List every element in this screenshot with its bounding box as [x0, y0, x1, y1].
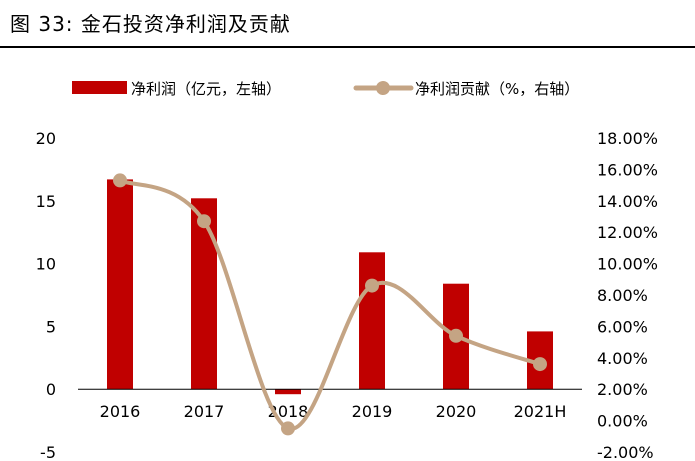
bar-2019 [359, 252, 385, 390]
left-tick-label: 20 [36, 129, 56, 148]
right-tick-label: -2.00% [597, 443, 654, 461]
category-label: 2017 [184, 402, 225, 421]
line-point-2019 [365, 278, 379, 293]
category-label: 2021H [514, 402, 567, 421]
legend: 净利润（亿元，左轴） 净利润贡献（%，右轴） [72, 80, 579, 98]
left-tick-label: 15 [36, 192, 56, 211]
bar-2017 [191, 198, 217, 390]
legend-line-label: 净利润贡献（%，右轴） [415, 80, 579, 98]
category-label: 2016 [100, 402, 141, 421]
left-tick-label: 0 [46, 380, 56, 399]
line-point-2020 [449, 328, 463, 343]
legend-bar-swatch [72, 81, 127, 94]
figure-label: 图 33: [10, 12, 74, 36]
bar-2018 [275, 389, 301, 395]
right-tick-label: 0.00% [597, 412, 648, 431]
right-tick-label: 18.00% [597, 129, 658, 148]
right-tick-label: 8.00% [597, 286, 648, 305]
category-label: 2019 [352, 402, 393, 421]
plot-area: -5 0 5 10 15 20 -2.00% 0.00% 2.00% 4.00% 6.00% 8.00… [36, 129, 658, 461]
right-tick-label: 2.00% [597, 380, 648, 399]
category-label: 2020 [436, 402, 477, 421]
left-tick-label: 10 [36, 255, 56, 274]
left-tick-label: 5 [46, 317, 56, 336]
title-divider [0, 46, 695, 48]
bar-2016 [107, 179, 133, 390]
figure-title: 图 33: 金石投资净利润及贡献 [10, 8, 291, 37]
right-tick-label: 6.00% [597, 317, 648, 336]
line-point-2016 [113, 173, 127, 188]
legend-line-marker [376, 81, 390, 95]
right-tick-label: 14.00% [597, 192, 658, 211]
line-point-2021H [533, 357, 547, 372]
legend-bar-label: 净利润（亿元，左轴） [131, 80, 281, 98]
right-tick-label: 10.00% [597, 255, 658, 274]
left-tick-label: -5 [40, 443, 56, 461]
right-tick-label: 4.00% [597, 349, 648, 368]
line-point-2017 [197, 214, 211, 229]
right-tick-label: 16.00% [597, 160, 658, 179]
right-tick-label: 12.00% [597, 223, 658, 242]
line-point-2018 [281, 421, 295, 436]
figure-title-text: 金石投资净利润及贡献 [80, 12, 291, 36]
contribution-line [118, 178, 542, 431]
